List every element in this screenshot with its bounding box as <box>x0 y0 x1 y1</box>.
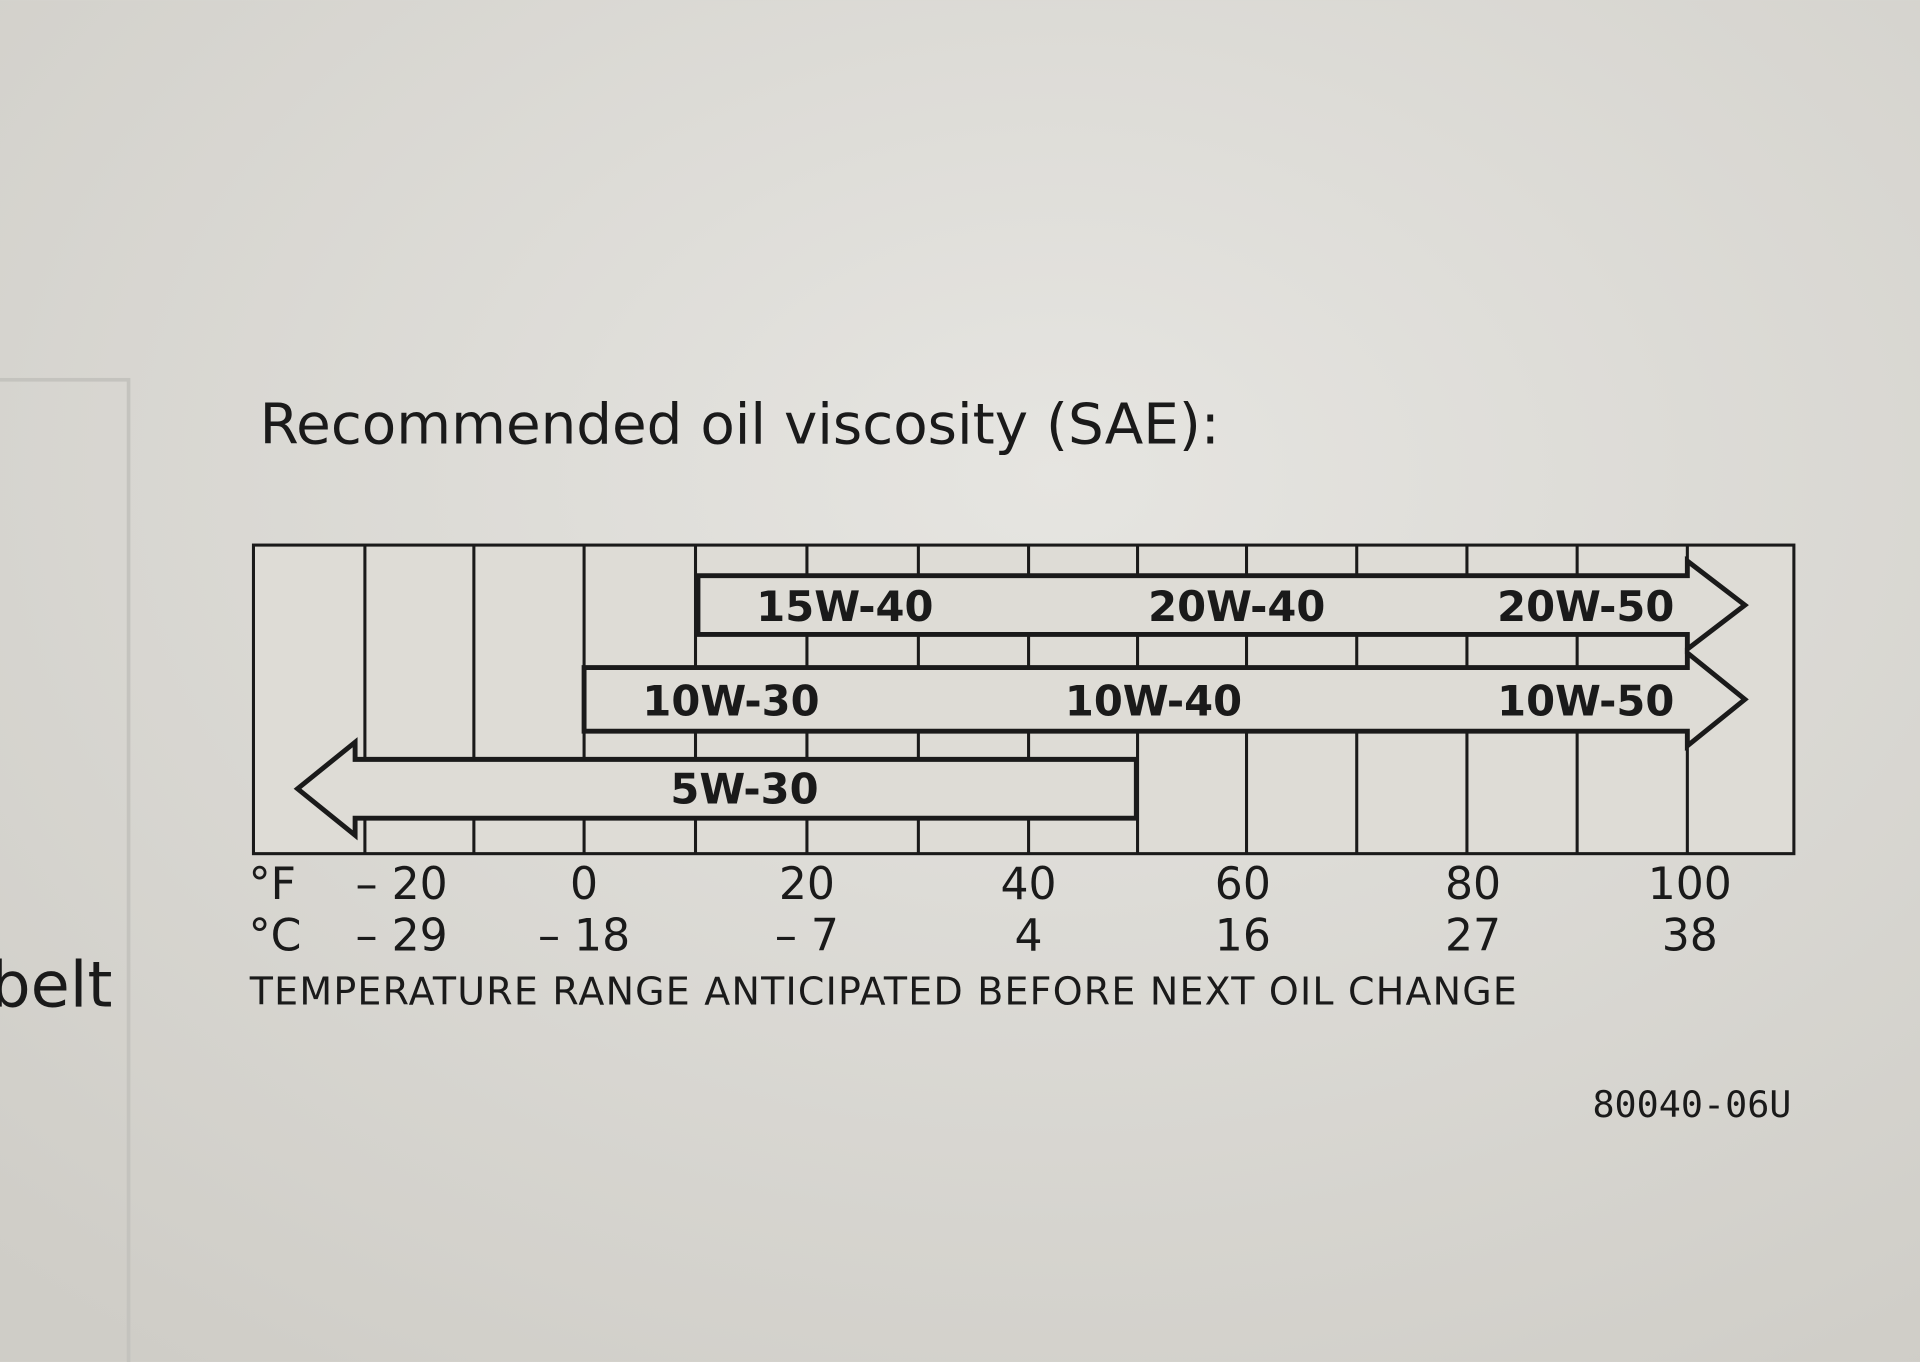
tick-label: 27 <box>1445 910 1501 961</box>
grade-label: 10W-30 <box>642 676 819 725</box>
figure-code: 80040-06U <box>1592 1083 1791 1126</box>
grade-label: 15W-40 <box>756 582 933 631</box>
tick-label: 80 <box>1445 859 1501 910</box>
grade-label: 10W-40 <box>1065 676 1242 725</box>
tick-label: 60 <box>1215 859 1271 910</box>
labels: 15W-40 20W-40 20W-50 10W-30 10W-40 10W-50 5W-3… <box>249 582 1732 961</box>
tick-label: 16 <box>1215 910 1271 961</box>
tick-label: 40 <box>1001 859 1057 910</box>
margin-frame <box>0 377 131 1362</box>
tick-label: – 29 <box>356 910 448 961</box>
margin-text: belt <box>0 949 112 1023</box>
tick-label: – 7 <box>775 910 839 961</box>
grade-label: 20W-40 <box>1148 582 1325 631</box>
tick-label: 38 <box>1662 910 1718 961</box>
tick-label: – 20 <box>356 859 448 910</box>
chart-title: Recommended oil viscosity (SAE): <box>260 392 1220 457</box>
axis-caption: TEMPERATURE RANGE ANTICIPATED BEFORE NEX… <box>249 969 1518 1013</box>
grade-label: 5W-30 <box>670 764 818 813</box>
tick-label: – 18 <box>538 910 630 961</box>
arrow <box>293 737 1139 841</box>
arrow <box>695 556 1749 655</box>
tick-label: 100 <box>1648 859 1732 910</box>
arrow <box>581 647 1749 752</box>
tick-label: 20 <box>779 859 835 910</box>
arrows <box>293 556 1749 841</box>
grade-label: 10W-50 <box>1497 676 1674 725</box>
grade-label: 20W-50 <box>1497 582 1674 631</box>
tick-label: 4 <box>1015 910 1043 961</box>
tick-label: 0 <box>570 859 598 910</box>
unit-label: °C <box>249 910 302 961</box>
unit-label: °F <box>249 859 296 910</box>
